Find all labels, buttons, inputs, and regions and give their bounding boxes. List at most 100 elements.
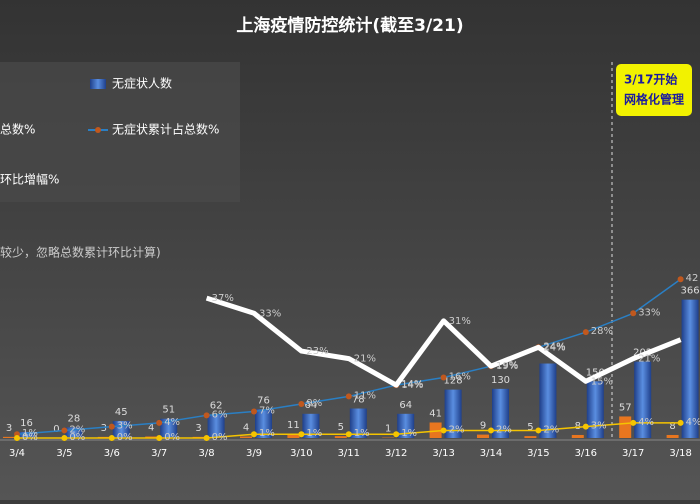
data-label: 24% [543,342,565,353]
legend-icon [90,79,106,89]
data-label: 45 [115,407,128,418]
legend-label: 环比增幅% [0,172,59,187]
data-label: 3% [591,421,607,432]
data-label: 1% [306,428,322,439]
line-marker [678,420,684,426]
data-label: 28% [591,326,613,337]
data-label: 2% [449,424,465,435]
x-tick-label: 3/16 [575,448,597,459]
data-label: 11 [287,420,300,431]
line-marker [204,435,210,441]
line-marker [251,409,257,415]
data-label: 1 [385,424,391,435]
bar [667,435,679,438]
line-marker [441,375,447,381]
data-label: 11% [354,390,376,401]
data-label: 1% [259,428,275,439]
line-marker [583,424,589,430]
chart-title: 上海疫情防控统计(截至3/21) [236,15,463,36]
data-label: 2% [496,424,512,435]
data-label: 0% [212,432,228,443]
line-marker [156,420,162,426]
data-label: 21% [354,354,376,365]
data-label: 33% [259,308,281,319]
data-label: 14% [401,380,423,391]
data-label: 130 [491,375,510,386]
data-label: 4% [686,417,700,428]
legend-label: 总数% [0,122,35,137]
data-label: 3 [195,423,201,434]
data-label: 5 [527,422,533,433]
callout: 3/17开始 [624,72,677,87]
data-label: 15% [591,376,613,387]
line-marker [156,435,162,441]
data-label: 64 [399,400,412,411]
legend-icon [95,127,101,133]
x-tick-label: 3/14 [480,448,502,459]
line-marker [109,424,115,430]
data-label: 3 [101,423,107,434]
x-tick-label: 3/7 [151,448,167,459]
x-tick-label: 3/18 [669,448,691,459]
line-marker [109,435,115,441]
line-marker [346,393,352,399]
data-label: 41 [429,409,442,420]
legend-label: 无症状累计占总数% [112,122,219,137]
line-marker [488,427,494,433]
bar [524,436,536,438]
data-label: 21% [638,354,660,365]
data-label: 9% [306,398,322,409]
line-marker [583,329,589,335]
callout: 网格化管理 [624,92,684,107]
data-label: 6% [212,409,228,420]
line-marker [251,431,257,437]
x-tick-label: 3/12 [385,448,407,459]
data-label: 1% [354,428,370,439]
bar [335,436,347,438]
data-label: 4 [243,422,249,433]
line-marker [630,420,636,426]
data-label: 37% [212,293,234,304]
bar [572,435,584,438]
note: 较少，忽略总数累计环比计算) [0,245,161,260]
x-tick-label: 3/9 [246,448,262,459]
line-marker [441,427,447,433]
data-label: 5 [338,422,344,433]
data-label: 1% [401,428,417,439]
data-label: 16% [449,372,471,383]
data-label: 51 [162,405,175,416]
line-marker [678,276,684,282]
x-tick-label: 3/4 [9,448,25,459]
data-label: 57 [619,402,632,413]
data-label: 0% [164,432,180,443]
line-marker [630,310,636,316]
data-label: 0% [22,432,38,443]
line-marker [298,431,304,437]
data-label: 3 [6,423,12,434]
line-marker [535,427,541,433]
bar [619,416,631,438]
x-tick-label: 3/10 [290,448,312,459]
data-label: 42 [686,273,699,284]
x-tick-label: 3/5 [56,448,72,459]
data-label: 4% [638,417,654,428]
data-label: 0% [117,432,133,443]
data-label: 31% [449,316,471,327]
bar [3,437,15,438]
line-marker [61,435,67,441]
data-label: 3% [117,421,133,432]
x-tick-label: 3/6 [104,448,120,459]
data-label: 33% [638,307,660,318]
x-tick-label: 3/11 [338,448,360,459]
data-label: 7% [259,406,275,417]
line-marker [346,431,352,437]
x-tick-label: 3/17 [622,448,644,459]
data-label: 366 [681,286,700,297]
line-marker [204,412,210,418]
data-label: 0% [69,432,85,443]
data-label: 23% [306,346,328,357]
x-tick-label: 3/8 [199,448,215,459]
line-marker [298,401,304,407]
legend-label: 无症状人数 [112,76,172,91]
